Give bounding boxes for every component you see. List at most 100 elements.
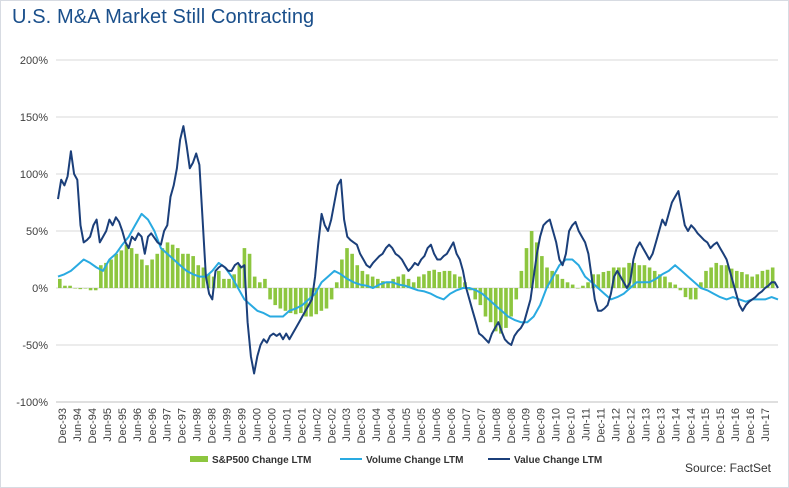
sp500-bar [222, 278, 226, 288]
sp500-bar [283, 288, 288, 311]
sp500-bar [755, 274, 760, 288]
sp500-bar [509, 288, 513, 317]
sp500-bar [104, 262, 108, 288]
x-tick-label: Dec-15 [715, 408, 727, 443]
x-tick-label: Jun-99 [222, 408, 234, 442]
x-tick-label: Dec-10 [566, 408, 578, 443]
sp500-bar [637, 265, 642, 288]
sp500-bar [668, 282, 672, 288]
sp500-bar [252, 276, 257, 288]
sp500-bar [93, 288, 98, 291]
x-tick-label: Dec-05 [416, 408, 428, 443]
sp500-bar [724, 265, 729, 288]
sp500-bar [417, 276, 421, 288]
sp500-bar [642, 265, 647, 288]
sp500-bar [73, 288, 77, 289]
sp500-bar [170, 244, 175, 288]
sp500-bar [478, 288, 483, 306]
sp500-bar [596, 274, 601, 288]
sp500-bar [150, 259, 154, 288]
x-tick-label: Dec-09 [536, 408, 548, 443]
x-tick-label: Jun-09 [521, 408, 533, 442]
x-tick-label: Jun-08 [491, 408, 503, 442]
x-tick-label: Dec-03 [356, 408, 368, 443]
sp500-bar [247, 253, 252, 288]
sp500-bar [632, 262, 637, 288]
sp500-bar [617, 267, 621, 288]
sp500-bar [155, 253, 160, 288]
sp500-bar [191, 256, 195, 288]
sp500-bar [601, 272, 606, 288]
x-tick-label: Dec-07 [476, 408, 488, 443]
sp500-bar [555, 274, 560, 288]
sp500-bar [765, 269, 770, 288]
sp500-bar [175, 248, 180, 288]
x-tick-label: Jun-97 [162, 408, 174, 442]
x-tick-label: Dec-01 [296, 408, 308, 443]
sp500-bar [68, 285, 72, 288]
sp500-bar [714, 262, 719, 288]
sp500-bar [750, 276, 754, 288]
x-tick-label: Jun-98 [192, 408, 204, 442]
sp500-bar [78, 288, 83, 290]
x-tick-label: Jun-03 [341, 408, 353, 442]
sp500-bar [258, 282, 262, 288]
sp500-bar [227, 278, 231, 288]
sp500-bar [355, 265, 360, 288]
sp500-bar [452, 274, 457, 288]
y-tick-label: 150% [20, 112, 48, 124]
x-tick-label: Dec-08 [506, 408, 518, 443]
sp500-bar [237, 265, 242, 288]
sp500-bar [109, 259, 113, 288]
x-tick-label: Dec-16 [745, 408, 757, 443]
x-tick-label: Jun-11 [581, 408, 593, 441]
y-tick-label: -100% [16, 397, 48, 409]
y-tick-label: 0% [32, 283, 48, 295]
sp500-bar [201, 267, 206, 288]
x-tick-label: Dec-93 [57, 408, 69, 443]
x-tick-label: Jun-02 [311, 408, 323, 442]
value-change-line [57, 125, 779, 375]
chart-title: U.S. M&A Market Still Contracting [12, 6, 315, 28]
sp500-bar [488, 288, 493, 323]
sp500-bar [483, 288, 488, 317]
sp500-bar [524, 248, 529, 288]
sp500-bar [504, 288, 508, 328]
sp500-bar [324, 288, 329, 309]
sp500-bar [704, 270, 708, 288]
x-tick-label: Jun-01 [281, 408, 293, 442]
sp500-bar [119, 250, 124, 288]
x-tick-label: Dec-95 [117, 408, 129, 443]
x-tick-label: Jun-10 [551, 408, 563, 442]
sp500-bar [529, 231, 534, 288]
sp500-bar [734, 270, 739, 288]
x-tick-label: Dec-97 [177, 408, 189, 443]
sp500-bar [160, 248, 165, 288]
sp500-bar [427, 270, 431, 288]
sp500-bar [345, 248, 349, 288]
sp500-bar [719, 265, 724, 288]
legend-swatch-sp500 [190, 456, 208, 462]
sp500-bar [760, 270, 765, 288]
x-tick-label: Dec-99 [237, 408, 249, 443]
sp500-bar [181, 253, 185, 288]
sp500-bar [442, 270, 447, 288]
sp500-bar [545, 267, 549, 288]
sp500-bar [581, 285, 585, 288]
sp500-bar [519, 270, 524, 288]
sp500-bar [622, 267, 626, 288]
x-tick-label: Dec-94 [87, 408, 99, 443]
sp500-bar [386, 282, 390, 288]
x-tick-label: Dec-12 [625, 408, 637, 443]
sp500-bar [540, 256, 544, 288]
sp500-bar [458, 276, 462, 288]
sp500-bar [263, 278, 267, 288]
sp500-bar [627, 262, 631, 288]
sp500-bar [560, 278, 565, 288]
sp500-bar [370, 276, 375, 288]
sp500-bar [411, 282, 416, 288]
sp500-bar [683, 288, 688, 298]
sp500-bar [350, 253, 354, 288]
sp500-bar [99, 265, 103, 288]
